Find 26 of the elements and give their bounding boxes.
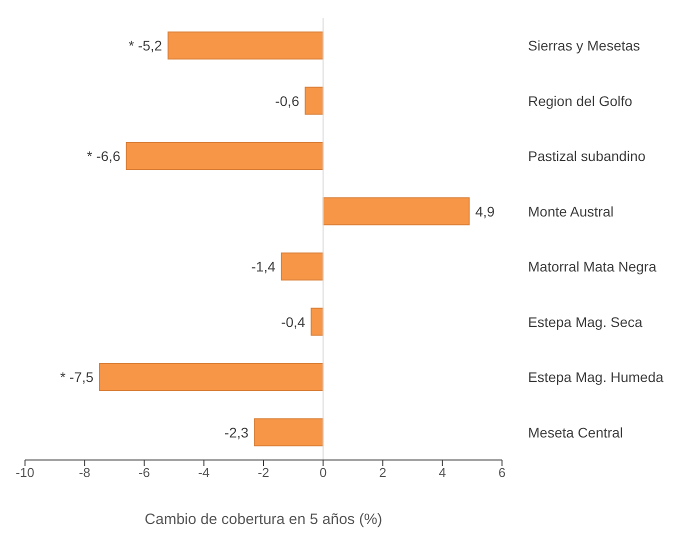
y-tick-label: Estepa Mag. Humeda xyxy=(528,369,664,386)
data-label: -1,4 xyxy=(251,258,276,274)
x-tick-label: 6 xyxy=(498,465,506,480)
data-label: * -7,5 xyxy=(60,369,94,385)
x-tick-label: 4 xyxy=(438,465,446,480)
y-tick-label: Matorral Mata Negra xyxy=(528,258,657,275)
x-tick-label: -10 xyxy=(16,465,34,480)
data-label: -2,3 xyxy=(224,424,249,440)
x-tick-label: -2 xyxy=(258,465,270,480)
x-axis-title: Cambio de cobertura en 5 años (%) xyxy=(144,511,382,528)
x-tick-label: 0 xyxy=(320,465,327,480)
y-tick-label: Region del Golfo xyxy=(528,92,633,109)
data-label: 4,9 xyxy=(475,203,495,220)
y-tick-label: Sierras y Mesetas xyxy=(528,38,640,54)
data-label: * -6,6 xyxy=(86,148,121,164)
y-tick-label: Estepa Mag. Seca xyxy=(528,314,643,330)
x-tick-label: -8 xyxy=(78,465,90,480)
y-tick-label: Monte Austral xyxy=(528,203,614,220)
data-label: * -5,2 xyxy=(128,38,162,54)
x-tick-label: 2 xyxy=(379,465,386,480)
y-tick-label: Meseta Central xyxy=(528,424,623,440)
data-label: -0,4 xyxy=(281,314,306,330)
y-tick-label: Pastizal subandino xyxy=(528,148,646,164)
x-tick-label: -6 xyxy=(138,465,150,480)
data-label: -0,6 xyxy=(275,92,300,109)
x-tick-label: -4 xyxy=(198,465,210,480)
